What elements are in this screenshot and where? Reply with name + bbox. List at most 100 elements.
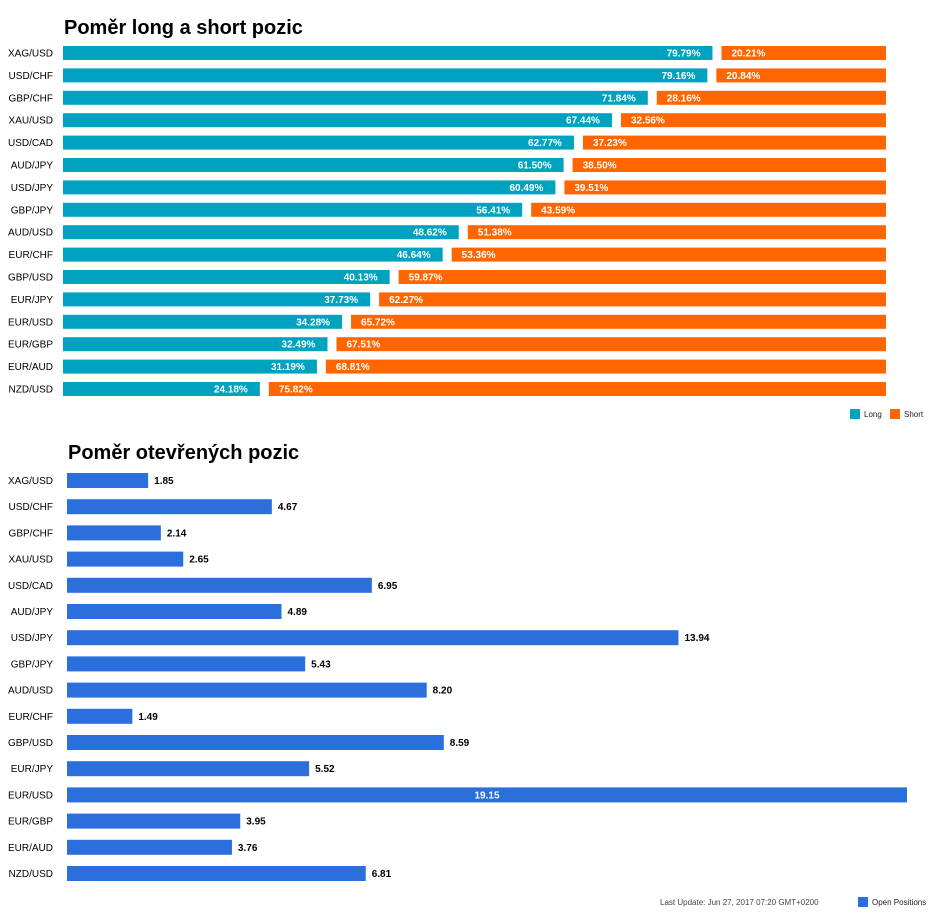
open-positions-bar-gbp-usd	[67, 735, 444, 750]
category-label-gbp-chf: GBP/CHF	[9, 93, 53, 104]
short-bar-nzd-usd	[268, 382, 886, 396]
open-positions-value-label-gbp-usd: 8.59	[450, 738, 470, 749]
short-bar-aud-usd	[467, 225, 886, 240]
category-label-eur-aud: EUR/AUD	[8, 843, 53, 854]
category-label-eur-usd: EUR/USD	[8, 790, 53, 801]
open-positions-value-label-xag-usd: 1.85	[154, 476, 174, 487]
category-label-usd-jpy: USD/JPY	[11, 633, 54, 644]
category-label-eur-jpy: EUR/JPY	[11, 295, 54, 306]
long-value-label-eur-aud: 31.19%	[271, 362, 305, 373]
category-label-eur-chf: EUR/CHF	[9, 250, 53, 261]
open-positions-bar-usd-chf	[67, 499, 272, 515]
category-label-eur-gbp: EUR/GBP	[8, 817, 53, 828]
open-positions-value-label-nzd-usd: 6.81	[372, 869, 392, 880]
long-value-label-aud-usd: 48.62%	[413, 228, 447, 239]
short-value-label-usd-jpy: 39.51%	[574, 183, 608, 194]
open-positions-bar-usd-jpy	[67, 630, 679, 646]
long-bar-usd-cad	[63, 135, 574, 150]
category-label-aud-jpy: AUD/JPY	[11, 161, 54, 172]
legend-swatch-short	[890, 409, 900, 419]
legend-swatch-long	[850, 409, 860, 419]
long-bar-xag-usd	[63, 46, 713, 60]
category-label-eur-chf: EUR/CHF	[9, 712, 53, 723]
open-positions-bar-aud-jpy	[67, 604, 282, 619]
open-positions-value-label-usd-chf: 4.67	[278, 502, 298, 513]
category-label-usd-cad: USD/CAD	[8, 581, 53, 592]
long-bar-gbp-usd	[63, 270, 390, 284]
long-bar-eur-jpy	[63, 292, 371, 307]
short-value-label-usd-chf: 20.84%	[726, 71, 760, 82]
category-label-nzd-usd: NZD/USD	[9, 385, 53, 396]
long-value-label-eur-chf: 46.64%	[397, 250, 431, 261]
short-value-label-gbp-jpy: 43.59%	[541, 205, 575, 216]
last-update-text: Last Update: Jun 27, 2017 07:20 GMT+0200	[660, 898, 819, 907]
legend-label-long: Long	[864, 410, 882, 419]
category-label-xag-usd: XAG/USD	[8, 49, 53, 60]
open-positions-bar-eur-usd	[67, 787, 907, 803]
category-label-usd-chf: USD/CHF	[9, 502, 53, 513]
open-positions-value-label-xau-usd: 2.65	[189, 555, 209, 566]
category-label-gbp-usd: GBP/USD	[8, 273, 53, 284]
long-value-label-eur-usd: 34.28%	[296, 317, 330, 328]
open-positions-value-label-eur-gbp: 3.95	[246, 817, 266, 828]
category-label-usd-jpy: USD/JPY	[11, 183, 54, 194]
short-bar-xau-usd	[620, 113, 886, 128]
category-label-eur-gbp: EUR/GBP	[8, 340, 53, 351]
category-label-aud-jpy: AUD/JPY	[11, 607, 54, 618]
long-bar-gbp-jpy	[63, 202, 523, 217]
long-short-legend: Long Short	[850, 409, 924, 419]
short-bar-gbp-chf	[656, 90, 886, 105]
short-value-label-eur-gbp: 67.51%	[346, 340, 380, 351]
category-label-gbp-jpy: GBP/JPY	[11, 205, 54, 216]
short-bar-xag-usd	[721, 46, 886, 60]
long-value-label-eur-jpy: 37.73%	[324, 295, 358, 306]
short-bar-usd-chf	[716, 68, 886, 83]
category-label-gbp-jpy: GBP/JPY	[11, 659, 54, 670]
open-positions-value-label-eur-chf: 1.49	[138, 712, 158, 723]
short-value-label-eur-aud: 68.81%	[336, 362, 370, 373]
category-label-xag-usd: XAG/USD	[8, 476, 53, 487]
short-value-label-gbp-chf: 28.16%	[667, 93, 701, 104]
long-bar-gbp-chf	[63, 90, 648, 105]
open-positions-bar-gbp-chf	[67, 525, 161, 541]
long-bar-aud-usd	[63, 225, 459, 240]
short-bar-usd-cad	[582, 135, 886, 150]
long-bar-eur-chf	[63, 247, 443, 262]
category-label-eur-usd: EUR/USD	[8, 317, 53, 328]
long-short-chart-title: Poměr long a short pozic	[64, 17, 303, 39]
legend-swatch-open-positions	[858, 897, 868, 907]
open-positions-value-label-gbp-chf: 2.14	[167, 528, 187, 539]
short-bar-gbp-jpy	[531, 202, 886, 217]
category-label-usd-cad: USD/CAD	[8, 138, 53, 149]
short-value-label-usd-cad: 37.23%	[593, 138, 627, 149]
short-value-label-gbp-usd: 59.87%	[409, 273, 443, 284]
open-positions-bar-xag-usd	[67, 473, 149, 488]
open-positions-value-label-usd-jpy: 13.94	[684, 633, 709, 644]
long-value-label-eur-gbp: 32.49%	[282, 340, 316, 351]
open-positions-value-label-aud-usd: 8.20	[433, 686, 453, 697]
category-label-aud-usd: AUD/USD	[8, 686, 53, 697]
short-bar-gbp-usd	[398, 270, 886, 284]
legend-label-short: Short	[904, 410, 924, 419]
open-positions-chart: XAG/USD 1.85 USD/CHF 4.67 GBP/CHF 2.14 XAU/USD…	[8, 473, 907, 881]
open-positions-bar-aud-usd	[67, 682, 427, 698]
open-positions-value-label-usd-cad: 6.95	[378, 581, 398, 592]
long-bar-eur-aud	[63, 359, 317, 374]
category-label-nzd-usd: NZD/USD	[9, 869, 53, 880]
long-value-label-gbp-jpy: 56.41%	[476, 205, 510, 216]
open-positions-value-label-eur-aud: 3.76	[238, 843, 258, 854]
long-value-label-gbp-usd: 40.13%	[344, 273, 378, 284]
open-positions-bar-usd-cad	[67, 577, 372, 593]
long-short-chart: XAG/USD 79.79% 20.21% USD/CHF 79.16% 20.84% GB…	[8, 46, 887, 396]
short-value-label-eur-usd: 65.72%	[361, 317, 395, 328]
open-positions-bar-gbp-jpy	[67, 656, 306, 672]
open-positions-bar-eur-jpy	[67, 761, 310, 777]
long-bar-usd-jpy	[63, 180, 556, 195]
short-bar-eur-chf	[451, 247, 886, 262]
short-bar-aud-jpy	[572, 158, 886, 172]
long-value-label-aud-jpy: 61.50%	[518, 161, 552, 172]
open-positions-value-label-aud-jpy: 4.89	[287, 607, 307, 618]
open-positions-legend: Open Positions	[858, 897, 926, 907]
short-value-label-aud-jpy: 38.50%	[583, 161, 617, 172]
